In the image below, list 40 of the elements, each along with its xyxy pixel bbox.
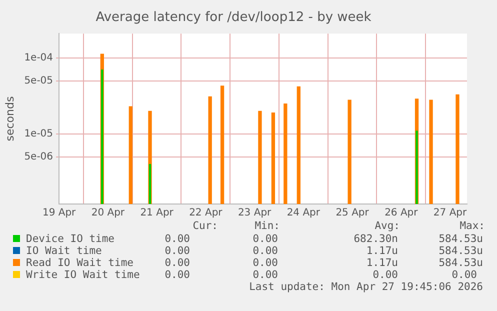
text: 1.17u (366, 245, 398, 257)
text: 0.00 (164, 257, 190, 269)
text: Min: (254, 220, 280, 232)
legend-label: Write IO Wait time (26, 269, 140, 281)
text: 0.00 (252, 233, 278, 245)
text: 584.53u (438, 233, 483, 245)
x-tick-label: 26 Apr (384, 208, 419, 219)
text: 584.53u (438, 257, 483, 269)
chart-title: Average latency for /dev/loop12 - by week (96, 10, 372, 26)
text: 0.00 (164, 233, 190, 245)
y-axis-title: seconds (3, 96, 16, 142)
y-tick-label: 5e-06 (24, 152, 54, 163)
text: 0.00 (164, 269, 190, 281)
text: 0.00 (372, 269, 398, 281)
text: 682.30n (354, 233, 398, 245)
x-tick-label: 27 Apr (433, 208, 468, 219)
text: 1.17u (366, 257, 398, 269)
text: Cur: (192, 220, 218, 232)
legend-label: IO Wait time (26, 245, 102, 257)
x-tick-label: 23 Apr (238, 208, 272, 219)
x-tick-label: 19 Apr (42, 208, 77, 219)
x-tick-label: 25 Apr (336, 208, 370, 219)
text: Avg: (374, 220, 400, 232)
y-tick-label: 1e-05 (24, 128, 54, 140)
y-tick-label: 1e-04 (24, 52, 54, 64)
x-tick-label: 21 Apr (140, 208, 174, 219)
text: 0.00 (252, 269, 278, 281)
text: 0.00 (252, 245, 278, 257)
legend-label: Device IO time (26, 233, 115, 245)
x-tick-label: 24 Apr (286, 208, 321, 219)
text: Last update: Mon Apr 27 19:45:06 2026 (249, 281, 483, 293)
text: 0.00 (252, 257, 278, 269)
y-tick-label: 5e-05 (24, 76, 54, 87)
x-tick-label: 20 Apr (91, 208, 126, 219)
legend-label: Read IO Wait time (26, 257, 134, 269)
text: Max: (460, 220, 485, 232)
x-tick-label: 22 Apr (189, 208, 224, 219)
text: 584.53u (438, 245, 483, 257)
text: 0.00 (452, 269, 477, 281)
text: 0.00 (164, 245, 190, 257)
